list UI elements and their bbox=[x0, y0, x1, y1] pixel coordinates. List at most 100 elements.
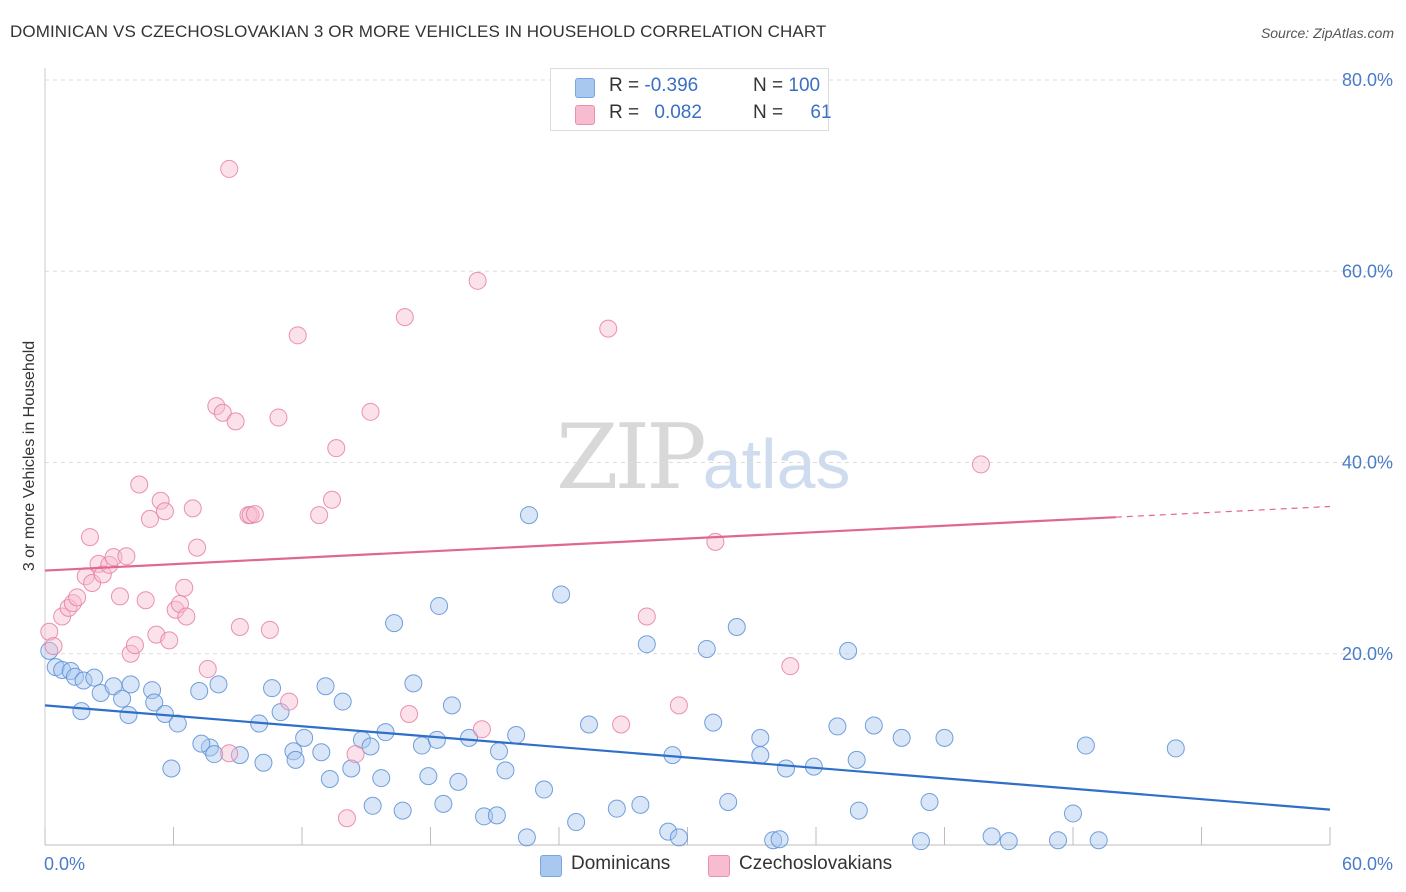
dominican-point bbox=[849, 801, 868, 820]
czechoslovakian-trend-line bbox=[44, 516, 1116, 572]
dominican-point bbox=[361, 737, 380, 756]
czechoslovakian-point bbox=[175, 578, 194, 597]
czechoslovakian-point bbox=[213, 403, 232, 422]
czechoslovakian-point bbox=[269, 408, 288, 427]
dominican-point bbox=[777, 759, 796, 778]
czechoslovakian-point bbox=[230, 617, 249, 636]
dominican-point bbox=[427, 730, 446, 749]
tick-labels: 20.0% 40.0% 60.0% 80.0% 0.0% 60.0% bbox=[44, 70, 1393, 874]
bottom-legend-swatch-czechoslovakians bbox=[708, 855, 730, 877]
dominican-point bbox=[490, 742, 509, 761]
dominican-point bbox=[404, 674, 423, 693]
dominican-point bbox=[72, 702, 91, 721]
chart-source: Source: ZipAtlas.com bbox=[1260, 25, 1394, 41]
dominican-point bbox=[535, 780, 554, 799]
dominican-point bbox=[751, 728, 770, 747]
dominican-point bbox=[312, 743, 331, 762]
dominican-point bbox=[567, 813, 586, 832]
dominican-point bbox=[475, 807, 494, 826]
dominican-point bbox=[828, 717, 847, 736]
dominican-point bbox=[579, 715, 598, 734]
czechoslovakian-point bbox=[280, 692, 299, 711]
dominican-point bbox=[982, 827, 1001, 846]
legend-r: R = 0.082 bbox=[609, 102, 702, 123]
czechoslovakian-point bbox=[188, 538, 207, 557]
dominican-point bbox=[637, 635, 656, 654]
legend-r: R = -0.396 bbox=[609, 75, 699, 96]
dominican-point bbox=[145, 693, 164, 712]
axes bbox=[44, 68, 1331, 846]
watermark-zip: ZIP bbox=[556, 405, 707, 510]
y-tick-label: 40.0% bbox=[1342, 453, 1393, 473]
dominican-point bbox=[295, 728, 314, 747]
dominican-point bbox=[1076, 736, 1095, 755]
czechoslovakian-point bbox=[337, 809, 356, 828]
legend-n: N = 61 bbox=[753, 102, 832, 123]
dominican-point bbox=[1064, 804, 1082, 823]
czechoslovakian-point bbox=[160, 631, 179, 650]
dominican-point bbox=[1089, 831, 1108, 850]
czechoslovakian-point bbox=[669, 696, 688, 715]
czechoslovakian-point bbox=[136, 591, 155, 610]
dominican-point bbox=[892, 728, 911, 747]
dominican-point bbox=[434, 794, 453, 813]
y-tick-label: 20.0% bbox=[1342, 644, 1393, 664]
czechoslovakian-point bbox=[93, 565, 112, 584]
dominican-point bbox=[449, 772, 468, 791]
dominican-point bbox=[162, 759, 181, 778]
dominican-point bbox=[697, 639, 716, 658]
dominican-point bbox=[496, 761, 515, 780]
czechoslovakian-point bbox=[472, 720, 491, 739]
czechoslovakian-point bbox=[207, 397, 226, 416]
czechoslovakian-point bbox=[220, 744, 239, 763]
dominican-point bbox=[920, 792, 939, 811]
dominican-point bbox=[719, 792, 738, 811]
czechoslovakian-point bbox=[612, 715, 631, 734]
x-tick-label: 60.0% bbox=[1342, 854, 1393, 874]
dominican-point bbox=[254, 753, 273, 772]
czechoslovakian-point bbox=[198, 660, 217, 679]
dominican-point bbox=[935, 728, 954, 747]
dominican-point bbox=[65, 667, 84, 686]
dominican-point bbox=[209, 675, 228, 694]
czechoslovakian-point bbox=[288, 326, 307, 345]
dominican-point bbox=[727, 617, 746, 636]
czechoslovakian-point bbox=[226, 412, 245, 431]
dominican-point bbox=[113, 689, 132, 708]
dominican-point bbox=[1166, 739, 1185, 758]
dominican-point bbox=[412, 736, 431, 755]
dominican-point bbox=[631, 795, 650, 814]
dominican-point bbox=[286, 750, 305, 769]
czechoslovakian-trend-line-extension bbox=[1115, 505, 1331, 518]
czechoslovakian-point bbox=[322, 490, 341, 509]
y-tick-label: 80.0% bbox=[1342, 70, 1393, 90]
dominican-point bbox=[419, 767, 438, 786]
czechoslovakian-point bbox=[637, 607, 656, 626]
dominican-point bbox=[520, 506, 539, 525]
czechoslovakian-point bbox=[346, 745, 365, 764]
czechoslovakian-point bbox=[220, 159, 239, 178]
czechoslovakian-point bbox=[155, 502, 174, 521]
bottom-legend-label: Dominicans bbox=[571, 853, 671, 874]
stats-legend: R = -0.396 N = 100 R = 0.082 N = 61 bbox=[550, 68, 832, 131]
czechoslovakian-point bbox=[40, 622, 59, 641]
czechoslovakian-point bbox=[151, 491, 170, 510]
trend-lines bbox=[44, 505, 1331, 811]
czechoslovakian-point bbox=[140, 509, 159, 528]
data-points bbox=[40, 159, 1185, 851]
czechoslovakian-point bbox=[361, 402, 380, 421]
dominican-point bbox=[372, 769, 391, 788]
czechoslovakian-point bbox=[327, 439, 346, 458]
dominican-point bbox=[704, 713, 723, 732]
dominican-point bbox=[487, 806, 506, 825]
dominican-point bbox=[192, 734, 211, 753]
watermark: ZIPatlas bbox=[556, 405, 851, 510]
x-tick-label: 0.0% bbox=[44, 854, 85, 874]
dominican-point bbox=[205, 745, 224, 764]
czechoslovakian-point bbox=[310, 506, 329, 525]
legend-swatch-czechoslovakians bbox=[575, 105, 595, 125]
grid-lines bbox=[45, 79, 1392, 655]
czechoslovakian-point bbox=[104, 548, 123, 567]
dominican-point bbox=[74, 671, 93, 690]
dominican-point bbox=[190, 682, 209, 701]
